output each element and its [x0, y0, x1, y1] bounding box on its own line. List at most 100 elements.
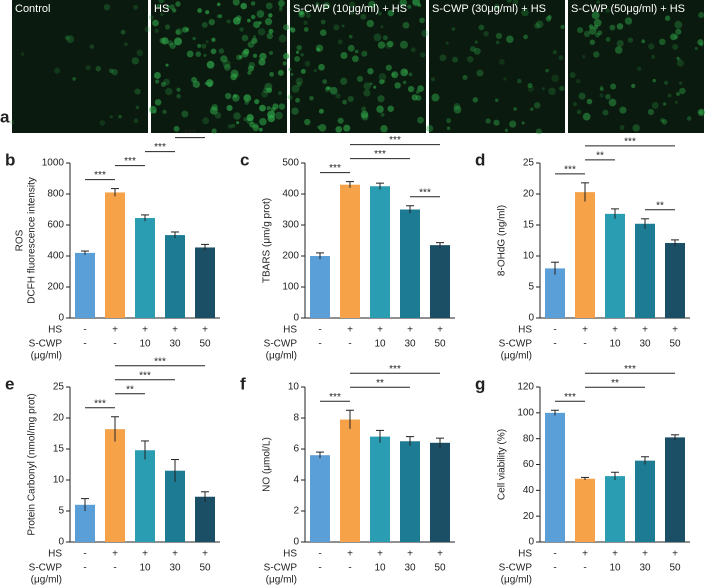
cell-spot: [175, 1, 181, 7]
cell-spot: [641, 39, 646, 44]
cell-spot: [227, 124, 233, 129]
cell-spot: [619, 125, 625, 130]
scwp-row-label: S-CWP: [499, 563, 533, 574]
cell-spot: [674, 20, 683, 29]
cell-spot: [201, 43, 207, 49]
cell-spot: [597, 30, 603, 36]
cell-spot: [495, 32, 503, 40]
cell-spot: [446, 118, 452, 124]
cell-spot: [647, 108, 655, 116]
scwp-cell: -: [83, 563, 86, 574]
significance-label: **: [376, 378, 384, 389]
cell-spot: [256, 10, 265, 18]
cell-spot: [265, 2, 273, 10]
cell-spot: [474, 40, 478, 44]
cell-spot: [250, 1, 256, 6]
scwp-row-unit: (μg/ml): [266, 575, 297, 586]
cell-spot: [697, 39, 704, 46]
cell-spot: [275, 111, 283, 120]
cell-spot: [660, 117, 665, 123]
panel-label: f: [240, 374, 246, 393]
hs-cell: -: [83, 549, 86, 560]
hs-cell: -: [318, 325, 321, 336]
cell-spot: [210, 48, 217, 55]
cell-spot: [313, 68, 317, 73]
cell-spot: [278, 7, 283, 12]
cell-spot: [232, 0, 240, 6]
y-tick-label: 400: [47, 251, 64, 262]
cell-spot: [243, 94, 250, 101]
cell-spot: [608, 98, 617, 107]
y-tick-label: 500: [282, 158, 299, 169]
bar: [400, 209, 420, 318]
cell-spot: [197, 8, 203, 13]
cell-spot: [533, 102, 541, 109]
cell-spot: [530, 107, 534, 111]
y-axis-label: ROS: [15, 229, 26, 251]
cell-spot: [609, 24, 616, 31]
cell-spot: [576, 78, 581, 84]
cell-spot: [172, 8, 177, 13]
cell-spot: [632, 124, 640, 132]
cell-spot: [259, 117, 267, 126]
panel-label: e: [5, 374, 14, 393]
cell-spot: [476, 69, 484, 77]
cell-spot: [305, 13, 311, 19]
cell-spot: [259, 52, 267, 61]
cell-spot: [411, 94, 418, 101]
hs-cell: +: [642, 549, 648, 560]
y-tick-label: 0: [528, 313, 534, 324]
cell-spot: [462, 74, 468, 81]
scwp-cell: -: [113, 563, 116, 574]
cell-spot: [54, 67, 61, 74]
cell-spot: [582, 54, 586, 59]
cell-spot: [309, 95, 314, 101]
cell-spot: [133, 4, 139, 10]
cell-spot: [159, 37, 166, 44]
cell-spot: [164, 24, 171, 30]
cell-spot: [64, 35, 70, 41]
cell-spot: [599, 93, 604, 98]
scwp-row-label: S-CWP: [264, 339, 298, 350]
significance-label: ***: [329, 392, 341, 403]
panel-label: a: [0, 107, 10, 126]
cell-spot: [103, 3, 111, 11]
image-label: S-CWP (50μg/ml) + HS: [571, 3, 685, 15]
cell-spot: [478, 24, 485, 31]
scwp-row-unit: (μg/ml): [31, 575, 62, 586]
cell-spot: [661, 119, 668, 125]
cell-spot: [118, 114, 122, 119]
cell-spot: [278, 34, 287, 43]
bar: [545, 268, 565, 318]
cell-spot: [123, 42, 128, 47]
cell-spot: [513, 107, 517, 111]
y-axis-label: Protein Carbonyl (nmol/mg prot): [27, 393, 38, 535]
scwp-cell: -: [553, 339, 556, 350]
significance-label: ***: [389, 364, 401, 375]
cell-spot: [675, 91, 681, 96]
cell-spot: [348, 34, 353, 39]
significance-label: ***: [389, 135, 401, 146]
cell-spot: [380, 125, 388, 133]
cell-spot: [527, 85, 535, 92]
cell-spot: [291, 107, 299, 115]
cell-spot: [419, 17, 425, 24]
bar: [310, 256, 330, 318]
cell-spot: [20, 52, 25, 56]
cell-spot: [576, 109, 582, 115]
cell-spot: [233, 17, 241, 25]
cell-spot: [417, 85, 424, 92]
cell-spot: [599, 85, 604, 89]
cell-spot: [240, 2, 247, 10]
bar: [75, 504, 95, 542]
cell-spot: [165, 63, 169, 67]
scwp-cell: 10: [139, 563, 151, 574]
cell-spot: [541, 87, 545, 91]
cell-spot: [377, 11, 382, 16]
cell-spot: [506, 0, 512, 3]
y-tick-label: 100: [282, 282, 299, 293]
cell-spot: [325, 86, 330, 91]
cell-spot: [534, 22, 541, 29]
cell-spot: [377, 95, 385, 103]
cell-spot: [466, 55, 474, 63]
